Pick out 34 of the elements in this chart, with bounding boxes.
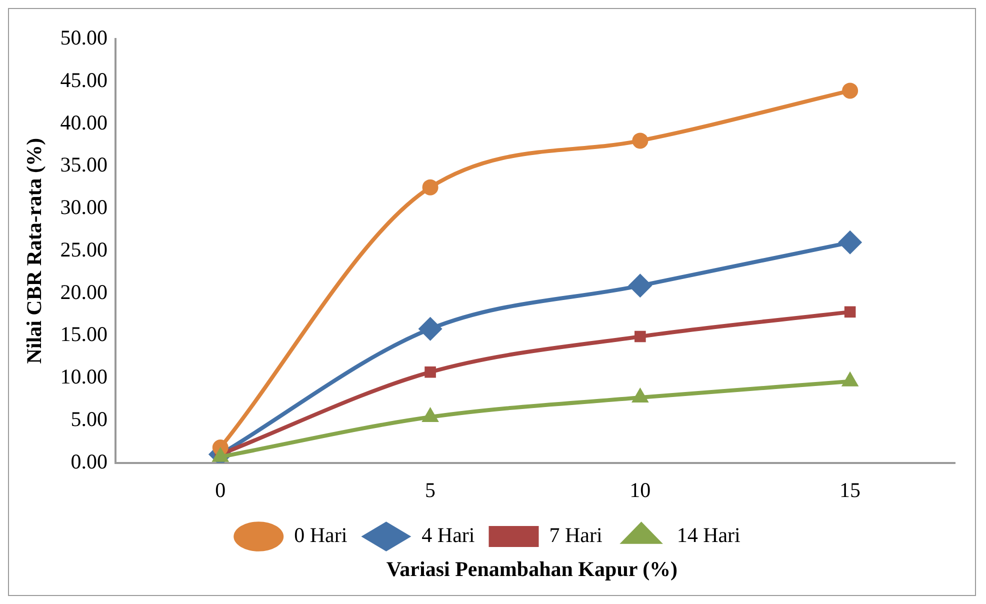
y-tick-label: 45.00 xyxy=(60,68,108,92)
point xyxy=(842,82,858,99)
point xyxy=(632,388,649,403)
point xyxy=(634,330,646,342)
point xyxy=(841,371,859,386)
point xyxy=(422,407,439,422)
point xyxy=(212,446,230,462)
legend-label: 14 Hari xyxy=(676,523,741,548)
y-tick-label: 50.00 xyxy=(60,26,108,50)
y-tick-label: 15.00 xyxy=(60,322,108,346)
y-tick-label: 25.00 xyxy=(60,237,108,262)
legend-label: 0 Hari xyxy=(294,523,348,548)
y-tick-label: 20.00 xyxy=(60,280,108,304)
y-axis-title: Nilai CBR Rata-rata (%) xyxy=(22,138,46,364)
y-tick-label: 10.00 xyxy=(60,364,108,389)
y-tick-label: 30.00 xyxy=(60,195,108,220)
x-tick-label: 5 xyxy=(425,478,436,502)
x-tick-label: 0 xyxy=(215,478,226,502)
x-axis-title: Variasi Penambahan Kapur (%) xyxy=(385,557,679,582)
y-tick-label: 0.00 xyxy=(70,449,108,474)
point xyxy=(844,306,856,318)
legend-label: 4 Hari xyxy=(422,523,475,548)
point xyxy=(628,274,652,298)
y-tick-label: 40.00 xyxy=(60,110,108,134)
point xyxy=(418,316,442,341)
point xyxy=(422,179,438,196)
x-tick-label: 10 xyxy=(630,478,651,502)
point xyxy=(424,366,436,378)
x-tick-label: 15 xyxy=(840,478,861,502)
y-tick-label: 5.00 xyxy=(70,406,108,431)
y-tick-label: 35.00 xyxy=(60,152,108,177)
legend-label: 7 Hari xyxy=(549,523,602,548)
point xyxy=(838,230,862,254)
point xyxy=(632,132,648,149)
